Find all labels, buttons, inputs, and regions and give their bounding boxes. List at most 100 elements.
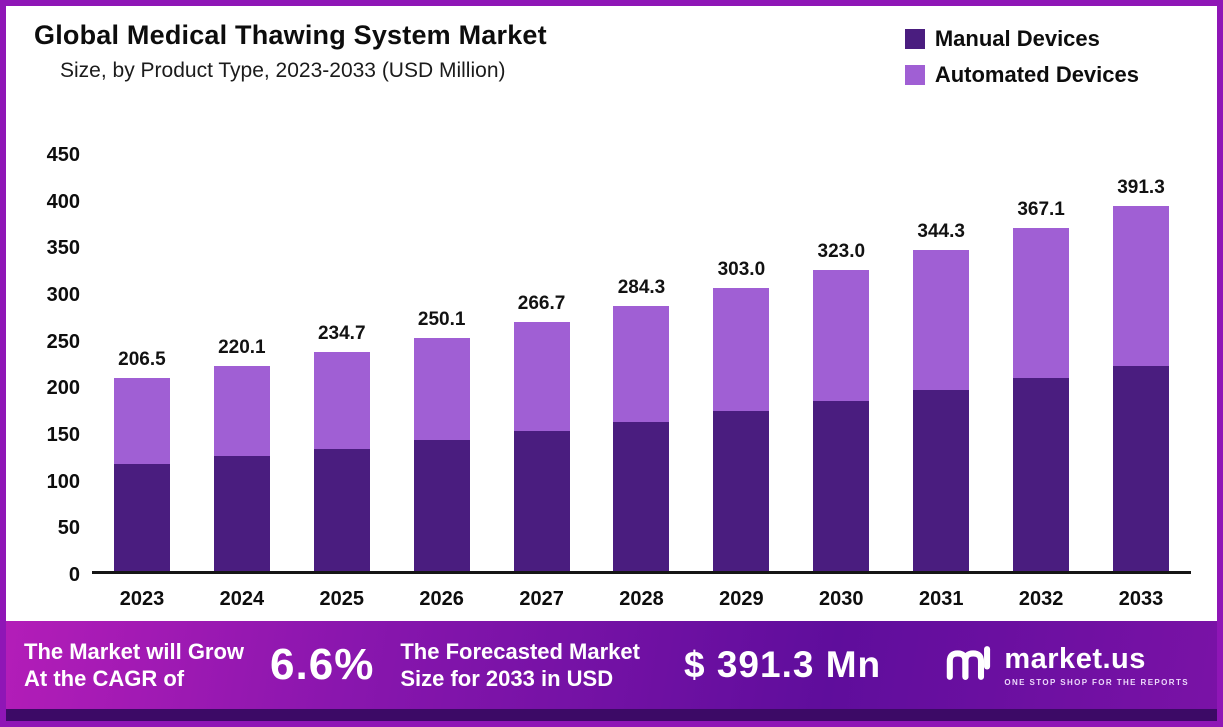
bar-segment-manual-devices <box>713 411 770 571</box>
footer-strip <box>6 709 1217 721</box>
forecast-value: $ 391.3 Mn <box>683 644 882 685</box>
bar-segment-automated-devices <box>213 365 270 457</box>
bar-total-label: 266.7 <box>517 293 566 315</box>
chart-card: Global Medical Thawing System Market Siz… <box>6 6 1217 621</box>
bar-segment-manual-devices <box>513 431 570 571</box>
bar-total-label: 303.0 <box>717 259 766 281</box>
bar-segment-automated-devices <box>613 305 670 422</box>
bar-group: 234.7 <box>313 322 370 571</box>
bar-segment-manual-devices <box>1113 365 1170 571</box>
bar-segment-manual-devices <box>313 448 370 571</box>
x-tick-label: 2023 <box>119 588 165 610</box>
stacked-bar <box>213 365 270 571</box>
plot-outer: 206.5 220.1 234.7 250.1 266.7 284.3 303.0 323.0… <box>92 94 1191 621</box>
y-tick-label: 0 <box>68 564 80 586</box>
x-tick-label: 2031 <box>918 588 964 610</box>
bar-segment-manual-devices <box>213 456 270 571</box>
bar-group: 344.3 <box>913 220 970 571</box>
stacked-bar <box>313 351 370 571</box>
x-tick-label: 2026 <box>419 588 464 610</box>
y-tick-label: 200 <box>46 377 80 400</box>
stacked-bar <box>413 337 470 571</box>
bar-segment-automated-devices <box>1013 228 1070 379</box>
marketus-logo-icon <box>942 641 994 690</box>
y-tick-label: 150 <box>46 424 80 446</box>
bar-group: 303.0 <box>713 259 770 571</box>
stacked-bar <box>813 269 870 571</box>
automated-devices-swatch <box>904 65 925 85</box>
x-tick-label: 2030 <box>819 588 864 610</box>
bar-total-label: 220.1 <box>218 336 266 358</box>
x-tick-label: 2024 <box>219 588 265 610</box>
bar-segment-automated-devices <box>813 269 870 402</box>
bar-segment-manual-devices <box>413 440 470 571</box>
y-tick-label: 450 <box>46 144 80 166</box>
bar-segment-automated-devices <box>913 249 970 390</box>
title-block: Global Medical Thawing System Market Siz… <box>26 20 547 83</box>
chart-area: 0 50 100 150 200 250 300 350 400 450 206.5 220.1 23… <box>26 94 1191 621</box>
legend-label: Manual Devices <box>934 26 1100 51</box>
x-tick-label: 2027 <box>519 588 564 610</box>
bar-group: 266.7 <box>513 293 570 571</box>
bar-total-label: 284.3 <box>617 276 666 298</box>
stacked-bar <box>513 322 570 571</box>
manual-devices-swatch <box>904 29 925 49</box>
chart-legend: Manual Devices Automated Devices <box>904 26 1139 88</box>
x-tick-label: 2032 <box>1018 588 1064 610</box>
footer-banner: The Market will Grow At the CAGR of 6.6%… <box>6 621 1217 709</box>
stacked-bar <box>113 378 170 571</box>
bar-total-label: 234.7 <box>317 322 366 344</box>
y-tick-label: 100 <box>46 470 80 493</box>
footer-mid-text: The Forecasted Market Size for 2033 in U… <box>400 638 640 692</box>
bar-segment-manual-devices <box>813 401 870 571</box>
bar-segment-automated-devices <box>713 288 770 412</box>
bar-group: 206.5 <box>113 349 170 571</box>
plot-area: 206.5 220.1 234.7 250.1 266.7 284.3 303.0 323.0… <box>92 154 1191 574</box>
bar-total-label: 344.3 <box>917 220 965 242</box>
chart-header: Global Medical Thawing System Market Siz… <box>26 20 1191 88</box>
y-tick-label: 400 <box>46 190 80 213</box>
y-tick-label: 50 <box>57 517 80 540</box>
brand-name: market.us <box>1004 643 1146 675</box>
stacked-bar <box>1013 228 1070 571</box>
bar-group: 220.1 <box>213 336 270 571</box>
brand-tagline: ONE STOP SHOP FOR THE REPORTS <box>1004 678 1189 687</box>
stacked-bar <box>913 249 970 571</box>
legend-item-manual: Manual Devices <box>904 26 1139 52</box>
bar-group: 323.0 <box>813 240 870 571</box>
bar-segment-automated-devices <box>413 337 470 441</box>
bar-segment-automated-devices <box>313 351 370 449</box>
bar-group: 367.1 <box>1013 199 1070 571</box>
bar-total-label: 250.1 <box>417 308 466 330</box>
brand-block: market.us ONE STOP SHOP FOR THE REPORTS <box>942 641 1189 690</box>
x-axis: 2023 2024 2025 2026 2027 2028 2029 2030 2031 2032… <box>92 574 1191 621</box>
bar-group: 391.3 <box>1113 176 1170 571</box>
x-tick-label: 2033 <box>1118 588 1164 610</box>
bar-segment-automated-devices <box>1113 205 1170 366</box>
bar-group: 284.3 <box>613 276 670 571</box>
y-tick-label: 350 <box>46 237 80 260</box>
page-subtitle: Size, by Product Type, 2023-2033 (USD Mi… <box>60 59 506 82</box>
footer-left-text: The Market will Grow At the CAGR of <box>24 638 245 692</box>
bar-segment-manual-devices <box>913 389 970 571</box>
bar-total-label: 367.1 <box>1017 199 1065 221</box>
brand-text: market.us ONE STOP SHOP FOR THE REPORTS <box>1004 643 1189 687</box>
x-tick-label: 2029 <box>719 588 764 610</box>
bar-segment-manual-devices <box>113 463 170 571</box>
page-title: Global Medical Thawing System Market <box>34 20 547 50</box>
stacked-bar <box>713 288 770 571</box>
bar-segment-automated-devices <box>113 378 170 464</box>
bar-total-label: 391.3 <box>1117 176 1165 198</box>
bar-segment-manual-devices <box>613 421 670 571</box>
x-tick-label: 2028 <box>619 588 664 610</box>
y-tick-label: 250 <box>46 330 80 353</box>
cagr-value: 6.6% <box>270 640 375 689</box>
bar-total-label: 323.0 <box>817 240 866 262</box>
y-tick-label: 300 <box>46 284 80 306</box>
y-axis: 0 50 100 150 200 250 300 350 400 450 <box>26 94 92 621</box>
legend-item-automated: Automated Devices <box>904 62 1139 88</box>
chart-body: 0 50 100 150 200 250 300 350 400 450 206.5 220.1 23… <box>26 94 1191 621</box>
bar-group: 250.1 <box>413 308 470 571</box>
bar-total-label: 206.5 <box>118 349 166 371</box>
